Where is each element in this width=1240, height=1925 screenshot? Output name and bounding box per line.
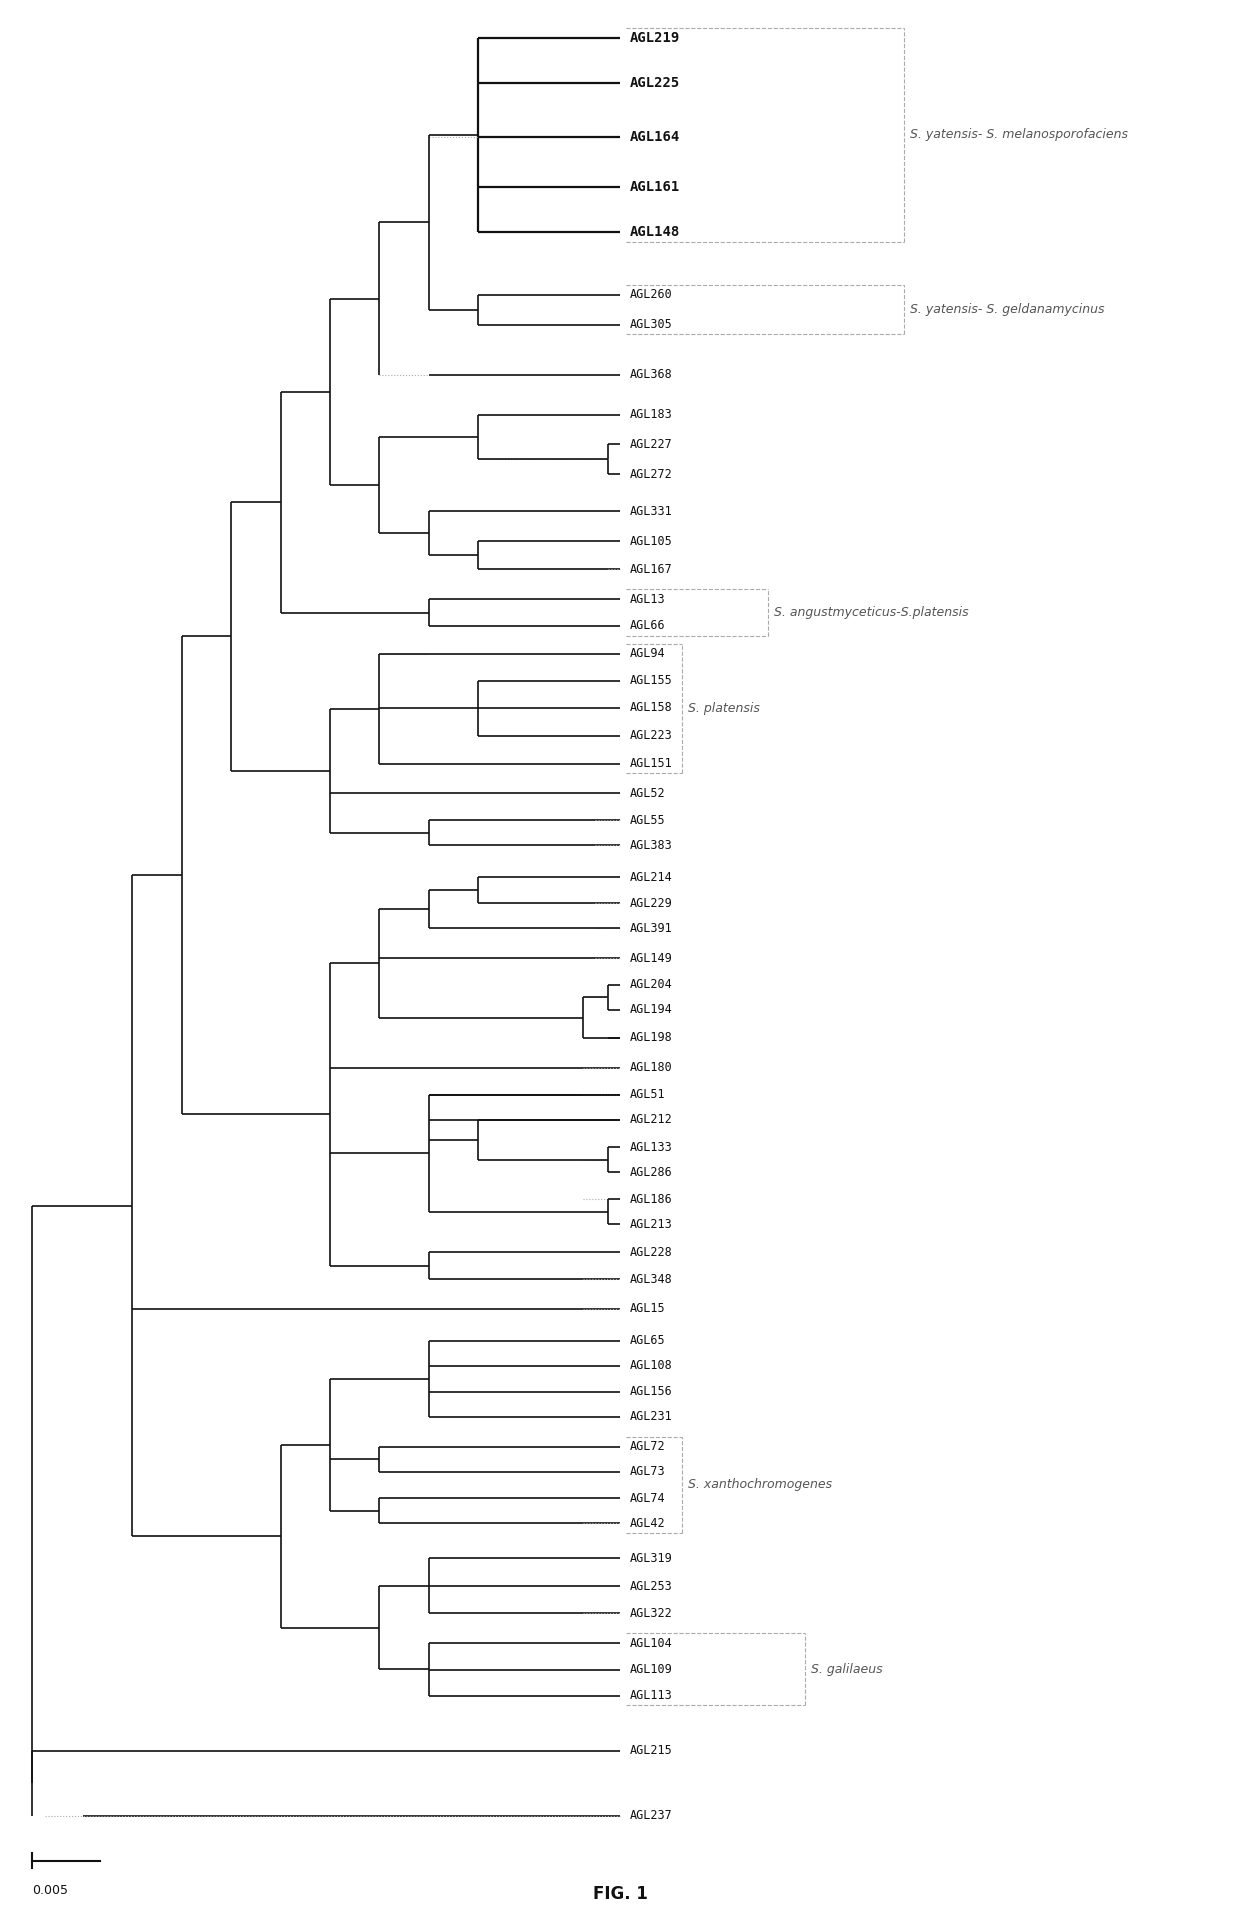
Text: AGL109: AGL109 [630,1663,672,1677]
Text: AGL73: AGL73 [630,1465,666,1478]
Text: AGL55: AGL55 [630,814,666,828]
Text: AGL108: AGL108 [630,1359,672,1373]
Text: S. xanthochromogenes: S. xanthochromogenes [688,1478,832,1492]
Text: AGL72: AGL72 [630,1440,666,1453]
Text: AGL223: AGL223 [630,730,672,743]
Text: AGL42: AGL42 [630,1517,666,1530]
Text: S. platensis: S. platensis [688,703,760,716]
Text: AGL212: AGL212 [630,1113,672,1126]
Text: AGL227: AGL227 [630,439,672,450]
Text: AGL231: AGL231 [630,1411,672,1423]
Text: AGL305: AGL305 [630,318,672,331]
Text: AGL383: AGL383 [630,839,672,853]
Text: AGL214: AGL214 [630,870,672,884]
Text: AGL15: AGL15 [630,1303,666,1315]
Text: AGL65: AGL65 [630,1334,666,1347]
Text: AGL74: AGL74 [630,1492,666,1505]
Text: AGL272: AGL272 [630,468,672,481]
Text: AGL158: AGL158 [630,701,672,714]
Text: AGL13: AGL13 [630,593,666,606]
Text: AGL319: AGL319 [630,1552,672,1565]
Text: AGL164: AGL164 [630,131,680,144]
Text: AGL133: AGL133 [630,1142,672,1153]
Text: AGL149: AGL149 [630,951,672,964]
Text: AGL113: AGL113 [630,1690,672,1702]
Text: AGL180: AGL180 [630,1061,672,1074]
Text: AGL215: AGL215 [630,1744,672,1758]
Text: AGL105: AGL105 [630,535,672,549]
Text: AGL198: AGL198 [630,1032,672,1043]
Text: AGL155: AGL155 [630,674,672,687]
Text: AGL253: AGL253 [630,1580,672,1592]
Text: AGL52: AGL52 [630,787,666,801]
Text: AGL213: AGL213 [630,1219,672,1230]
Text: AGL228: AGL228 [630,1245,672,1259]
Text: AGL286: AGL286 [630,1167,672,1178]
Text: AGL348: AGL348 [630,1272,672,1286]
Text: AGL391: AGL391 [630,922,672,936]
Text: AGL161: AGL161 [630,181,680,194]
Text: AGL322: AGL322 [630,1607,672,1619]
Text: AGL237: AGL237 [630,1810,672,1823]
Text: AGL151: AGL151 [630,757,672,770]
Text: AGL229: AGL229 [630,897,672,911]
Text: AGL204: AGL204 [630,978,672,991]
Text: AGL194: AGL194 [630,1003,672,1016]
Text: AGL225: AGL225 [630,75,680,90]
Text: FIG. 1: FIG. 1 [593,1885,647,1904]
Text: AGL156: AGL156 [630,1386,672,1398]
Text: S. angustmyceticus-S.platensis: S. angustmyceticus-S.platensis [774,606,968,620]
Text: 0.005: 0.005 [32,1885,68,1896]
Text: AGL331: AGL331 [630,504,672,518]
Text: AGL183: AGL183 [630,408,672,422]
Text: AGL186: AGL186 [630,1194,672,1205]
Text: AGL219: AGL219 [630,31,680,44]
Text: AGL104: AGL104 [630,1636,672,1650]
Text: AGL368: AGL368 [630,368,672,381]
Text: S. yatensis- S. melanosporofaciens: S. yatensis- S. melanosporofaciens [910,129,1128,141]
Text: AGL94: AGL94 [630,647,666,660]
Text: S. yatensis- S. geldanamycinus: S. yatensis- S. geldanamycinus [910,304,1105,316]
Text: AGL260: AGL260 [630,289,672,302]
Text: AGL167: AGL167 [630,562,672,576]
Text: S. galilaeus: S. galilaeus [811,1663,883,1677]
Text: AGL66: AGL66 [630,620,666,633]
Text: AGL51: AGL51 [630,1088,666,1101]
Text: AGL148: AGL148 [630,225,680,239]
